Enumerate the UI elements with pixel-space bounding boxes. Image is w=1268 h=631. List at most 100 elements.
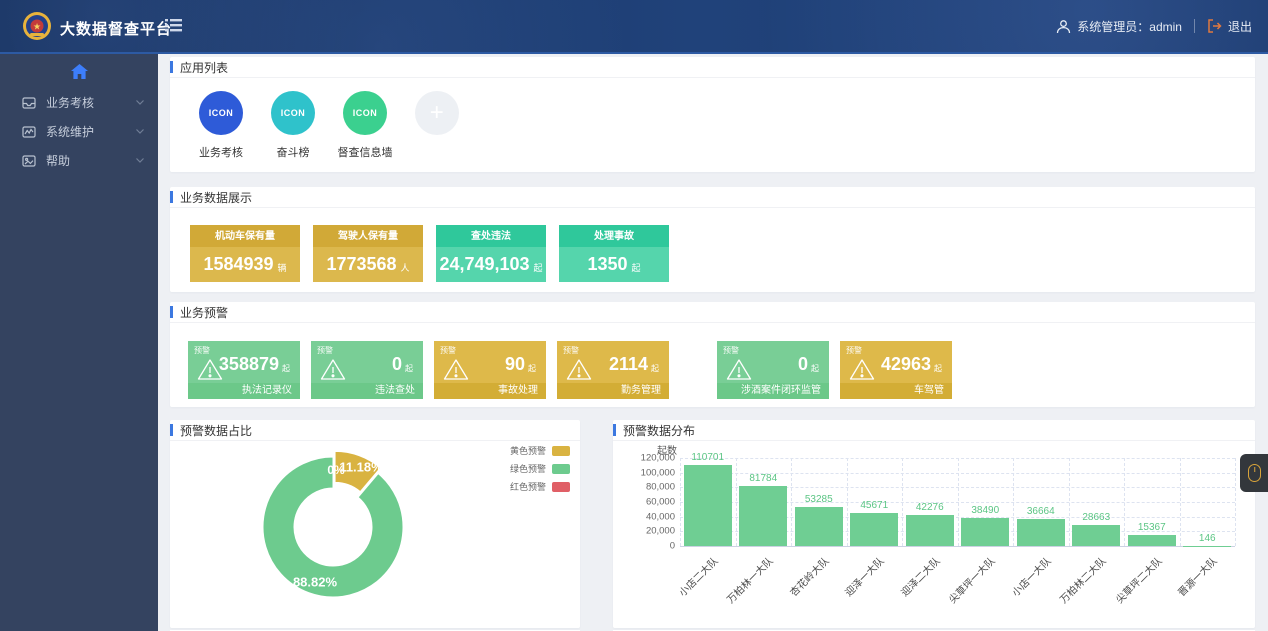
app-item[interactable]: ICON 奋斗榜 <box>263 91 323 160</box>
sidebar-home-button[interactable] <box>0 54 158 88</box>
warning-value: 42963 <box>880 354 931 374</box>
floating-mouse-widget[interactable] <box>1240 454 1268 492</box>
warning-value: 358879 <box>218 354 279 374</box>
sidebar-item-business-review[interactable]: 业务考核 <box>0 88 158 117</box>
sidebar-item-help[interactable]: 帮助 <box>0 146 158 175</box>
donut-chart: 0% 11.18% 88.82% 黄色预警 绿色预警 红色预警 <box>170 441 580 626</box>
pie-label-green-pct: 88.82% <box>292 574 338 590</box>
bar-rect[interactable] <box>850 512 899 546</box>
stat-card[interactable]: 查处违法 24,749,103 起 <box>436 225 546 282</box>
bar-vgridline <box>1124 458 1125 546</box>
logout-button[interactable]: 退出 <box>1207 18 1252 35</box>
bar-value-label: 110701 <box>691 451 725 463</box>
stat-cards-row: 机动车保有量 1584939 辆驾驶人保有量 1773568 人查处违法 24,749,1… <box>170 208 1255 282</box>
bar-value-label: 146 <box>1198 532 1216 544</box>
header-divider <box>1193 19 1195 33</box>
legend-item[interactable]: 红色预警 <box>510 480 570 493</box>
legend-item[interactable]: 绿色预警 <box>510 462 570 475</box>
warning-value: 2114 <box>608 354 648 374</box>
warning-badge: 预警 <box>317 346 333 355</box>
pie-slice-green[interactable] <box>262 456 404 598</box>
user-icon <box>1057 19 1071 33</box>
app-icon: ICON <box>271 91 315 135</box>
logout-label: 退出 <box>1227 19 1252 34</box>
warning-badge: 预警 <box>194 346 210 355</box>
stat-card-title: 处理事故 <box>559 225 669 247</box>
bar-rect[interactable] <box>1127 534 1176 546</box>
bar-category-label: 尖草坪二大队 <box>1114 555 1165 607</box>
section-header: 业务数据展示 <box>170 187 1255 208</box>
legend-swatch <box>552 481 570 492</box>
app-item[interactable]: ICON 业务考核 <box>191 91 251 160</box>
chevron-down-icon <box>136 100 144 105</box>
bar-chart-panel: 预警数据分布 起数 0 20,000 40,000 60,000 80,000 100,00… <box>613 420 1255 628</box>
bar-x-axis <box>680 546 1235 547</box>
bar-rect[interactable] <box>1016 519 1065 546</box>
menu-collapse-icon[interactable] <box>165 19 182 32</box>
warning-card[interactable]: 预警 90 起事故处理 <box>434 341 546 399</box>
warning-triangle-icon <box>443 358 469 386</box>
bar-rect[interactable] <box>739 486 788 546</box>
section-header: 预警数据占比 <box>170 420 580 441</box>
pie-slice-yellow[interactable] <box>334 450 381 493</box>
warning-category: 涉酒案件闭环监管 <box>717 383 829 399</box>
stat-card[interactable]: 机动车保有量 1584939 辆 <box>190 225 300 282</box>
add-app-item[interactable]: + <box>407 91 467 160</box>
admin-role-label: 系统管理员：admin <box>1077 18 1182 35</box>
sidebar-item-label: 帮助 <box>46 154 71 168</box>
page-title: 大数据督查平台 <box>60 21 173 38</box>
bar-rect[interactable] <box>683 464 732 546</box>
app-icon: ICON <box>199 91 243 135</box>
warning-count: 2114 起 <box>609 354 659 375</box>
bar-vgridline <box>680 458 681 546</box>
warning-value: 0 <box>391 354 402 374</box>
stat-card-body: 1350 起 <box>559 247 669 282</box>
bar-rect[interactable] <box>1072 524 1121 546</box>
bar-rect[interactable] <box>961 517 1010 546</box>
app-list-row: ICON 业务考核 ICON 奋斗榜 ICON 督查信息墙 + <box>170 78 1255 160</box>
legend-label: 绿色预警 <box>509 464 546 474</box>
legend-swatch <box>552 445 570 456</box>
warning-category: 执法记录仪 <box>188 383 300 399</box>
section-accent-bar <box>613 424 616 436</box>
app-item[interactable]: ICON 督查信息墙 <box>335 91 395 160</box>
warning-badge: 预警 <box>723 346 739 355</box>
main-content: 应用列表 ICON 业务考核 ICON 奋斗榜 ICON 督查信息墙 + 业务数据展示 机动… <box>158 54 1268 631</box>
warning-count: 358879 起 <box>219 354 290 375</box>
stat-card[interactable]: 驾驶人保有量 1773568 人 <box>313 225 423 282</box>
warning-triangle-icon <box>197 358 223 386</box>
warning-card[interactable]: 预警 0 起涉酒案件闭环监管 <box>717 341 829 399</box>
section-header: 业务预警 <box>170 302 1255 323</box>
top-header: ★ 大数据督查平台 系统管理员：admin 退出 <box>0 0 1268 54</box>
section-accent-bar <box>170 61 173 73</box>
bar-value-label: 42276 <box>915 501 944 513</box>
warning-card[interactable]: 预警 0 起违法查处 <box>311 341 423 399</box>
bar-ytick-label: 120,000 <box>640 452 675 464</box>
bar-rect[interactable] <box>1183 545 1232 546</box>
bar-value-label: 45671 <box>860 499 889 511</box>
bar-value-label: 53285 <box>804 493 833 505</box>
app-label: 督查信息墙 <box>337 147 393 159</box>
add-app-button[interactable]: + <box>415 91 459 135</box>
bar-vgridline <box>902 458 903 546</box>
bar-chart: 起数 0 20,000 40,000 60,000 80,000 100,000 120,00… <box>613 441 1255 626</box>
warning-card[interactable]: 预警 2114 起勤务管理 <box>557 341 669 399</box>
warning-unit: 起 <box>528 364 536 373</box>
warning-badge: 预警 <box>846 346 862 355</box>
sidebar-item-system-maintenance[interactable]: 系统维护 <box>0 117 158 146</box>
bar-rect[interactable] <box>794 506 843 546</box>
pie-chart-panel: 预警数据占比 0% 11.18% 88.82% 黄色预警 绿色预警 红色预警 <box>170 420 580 628</box>
legend-item[interactable]: 黄色预警 <box>510 444 570 457</box>
app-label: 业务考核 <box>199 147 243 159</box>
bar-rect[interactable] <box>905 514 954 546</box>
stat-card-value: 1350 <box>587 254 628 274</box>
warning-card[interactable]: 预警 358879 起执法记录仪 <box>188 341 300 399</box>
mouse-icon <box>1248 464 1261 482</box>
section-header: 预警数据分布 <box>613 420 1255 441</box>
section-title: 应用列表 <box>180 60 229 75</box>
warning-cards-row: 预警 358879 起执法记录仪 预警 0 起违法查处 预警 90 起事故处理 预警 2114 起勤务… <box>170 323 1255 399</box>
warning-value: 90 <box>504 354 525 374</box>
stat-card[interactable]: 处理事故 1350 起 <box>559 225 669 282</box>
section-title: 业务预警 <box>180 305 229 320</box>
warning-card[interactable]: 预警 42963 起车驾管 <box>840 341 952 399</box>
